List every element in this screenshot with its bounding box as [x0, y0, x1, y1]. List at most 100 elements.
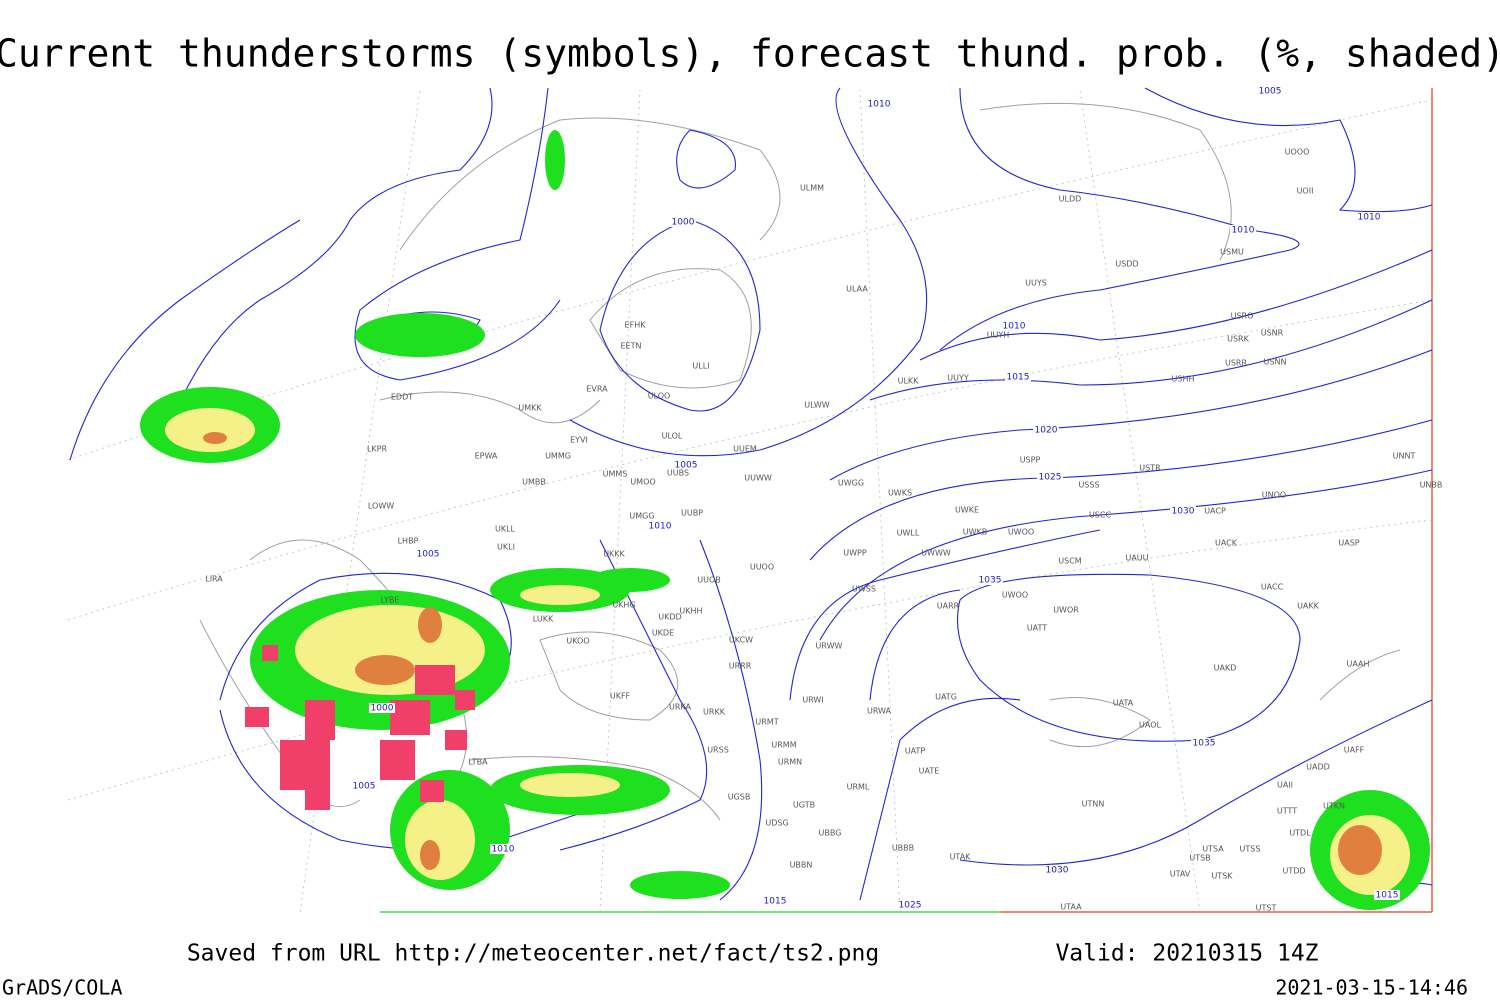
isobar-label: 1005: [353, 782, 376, 792]
station-label: UNBB: [1420, 481, 1443, 490]
map-title: Current thunderstorms (symbols), forecas…: [0, 32, 1500, 76]
isobar-label: 1015: [1376, 891, 1399, 901]
station-label: UKOO: [566, 637, 589, 646]
station-label: UTAK: [950, 853, 972, 862]
isobar-label-bg: [762, 896, 788, 906]
station-label: UNNT: [1393, 452, 1416, 461]
station-label: UGTB: [793, 801, 815, 810]
isobar-label: 1010: [649, 522, 672, 532]
station-label: UWOO: [1008, 528, 1034, 537]
station-label: EETN: [621, 342, 642, 351]
isobar-label-bg: [1257, 86, 1283, 96]
station-label: UKLI: [497, 543, 515, 552]
isobar-label-bg: [1374, 890, 1400, 900]
station-label: UTSK: [1211, 872, 1233, 881]
station-label: USPP: [1020, 456, 1041, 465]
station-label: URRR: [729, 662, 752, 671]
station-label: UAOL: [1139, 721, 1161, 730]
station-label: URWW: [816, 642, 843, 651]
station-label: UMMG: [545, 452, 571, 461]
station-label: UAUU: [1125, 554, 1148, 563]
station-label: UASP: [1338, 539, 1359, 548]
station-label: LKPR: [367, 445, 388, 454]
station-label: UUYS: [1025, 279, 1047, 288]
isobar-label: 1010: [1232, 226, 1255, 236]
isobar-label: 1005: [417, 550, 440, 560]
station-label: UMKK: [518, 404, 542, 413]
isobar-label-bg: [1037, 472, 1063, 482]
station-label: UWPP: [843, 549, 867, 558]
isobar-label-bg: [1230, 225, 1256, 235]
station-label: UTDD: [1282, 867, 1305, 876]
station-label: UDSG: [765, 819, 788, 828]
isobar-label-bg: [1170, 506, 1196, 516]
station-label: UAKK: [1297, 602, 1320, 611]
station-label: LUKK: [533, 615, 554, 624]
isobar-label: 1010: [1003, 322, 1026, 332]
station-label: UTST: [1256, 904, 1277, 913]
station-label: URMN: [778, 758, 802, 767]
station-labels: UOOO UOII ULDD ULMM USMU USDD UUYS ULAA USRO UUYH…: [205, 148, 1442, 913]
credit: GrADS/COLA: [2, 976, 122, 1000]
station-label: USRK: [1227, 335, 1249, 344]
isobar-label: 1005: [1259, 87, 1282, 97]
isobar-label-bg: [647, 521, 673, 531]
station-label: UWSS: [852, 585, 876, 594]
station-label: UTSB: [1189, 854, 1210, 863]
station-label: UTSS: [1240, 845, 1261, 854]
station-label: UKHH: [679, 607, 702, 616]
isobar-labels: 1010 1005 1000 1010 1010 1010 1015 1005 1020 1025…: [351, 86, 1400, 911]
station-label: ULOO: [648, 392, 671, 401]
station-label: UUEM: [733, 445, 757, 454]
station-label: UOOO: [1285, 148, 1310, 157]
station-label: UTDL: [1289, 829, 1311, 838]
station-label: UKLL: [495, 525, 516, 534]
station-label: UMMS: [603, 470, 628, 479]
station-label: UBBG: [819, 829, 842, 838]
station-label: UMOO: [630, 478, 655, 487]
isobar-label: 1010: [868, 100, 891, 110]
station-label: UUYY: [947, 374, 969, 383]
station-label: USCC: [1089, 511, 1112, 520]
station-label: UTAA: [1060, 903, 1082, 912]
isobar-label: 1000: [672, 218, 695, 228]
station-label: UWWW: [921, 549, 951, 558]
station-label: UWKB: [963, 528, 988, 537]
station-label: UARR: [937, 602, 960, 611]
station-label: UUBS: [667, 469, 689, 478]
valid-time: Valid: 20210315 14Z: [1055, 941, 1318, 967]
station-label: ULAA: [846, 285, 868, 294]
station-label: UUOO: [750, 563, 774, 572]
station-label: UATE: [919, 767, 940, 776]
map-frame: [68, 88, 1433, 913]
isobar-label-bg: [977, 575, 1003, 585]
station-label: UUBP: [681, 509, 703, 518]
station-label: URWI: [802, 696, 823, 705]
station-label: URKK: [703, 708, 726, 717]
station-label: UKDD: [658, 613, 681, 622]
station-label: USRR: [1225, 359, 1247, 368]
isobar-label: 1005: [675, 461, 698, 471]
station-label: URWA: [867, 707, 892, 716]
isobar-label-bg: [897, 900, 923, 910]
station-label: LTBA: [468, 758, 488, 767]
station-label: UBBN: [790, 861, 813, 870]
station-label: UATT: [1027, 624, 1047, 633]
station-label: UBBB: [892, 844, 914, 853]
station-label: UACC: [1261, 583, 1284, 592]
isobar-label-bg: [1191, 738, 1217, 748]
station-label: UMBB: [522, 478, 546, 487]
station-label: EVRA: [586, 385, 608, 394]
station-label: USTR: [1139, 464, 1161, 473]
isobar-label-bg: [1356, 212, 1382, 222]
isobar-label: 1025: [899, 901, 922, 911]
station-label: ULWW: [804, 401, 829, 410]
station-label: UAII: [1277, 781, 1293, 790]
station-label: USNR: [1261, 329, 1284, 338]
station-label: USMU: [1220, 248, 1244, 257]
isobar-label-bg: [490, 844, 516, 854]
station-label: UOII: [1297, 187, 1314, 196]
isobar-label: 1015: [1007, 373, 1030, 383]
station-label: UUOB: [697, 576, 721, 585]
station-label: UWKS: [888, 489, 912, 498]
